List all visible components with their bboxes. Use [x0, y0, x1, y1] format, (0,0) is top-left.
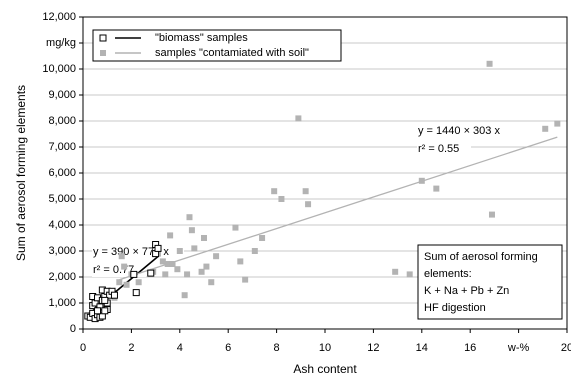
x-tick-label: 14 [416, 342, 428, 354]
x-tick-label: 12 [367, 342, 379, 354]
data-point [123, 281, 130, 288]
data-point [169, 261, 176, 267]
y-tick-label: 1,000 [48, 297, 76, 309]
data-point [167, 232, 174, 239]
data-point [201, 235, 207, 241]
data-point [251, 248, 258, 254]
y-axis-label: Sum of aerosol forming elements [14, 85, 28, 261]
x-tick-label: 2 [128, 342, 134, 354]
annotation: y = 390 × 774 x [93, 246, 169, 258]
y-tick-label: 0 [70, 323, 76, 335]
legend-marker [99, 34, 107, 42]
data-point [237, 258, 244, 265]
legend-label: "biomass" samples [155, 32, 248, 44]
y-tick-label: 3,000 [48, 245, 76, 257]
data-point [191, 245, 198, 252]
data-point [418, 177, 425, 184]
plot-frame [82, 16, 568, 330]
legend-marker [100, 50, 106, 56]
legend-box [92, 29, 342, 62]
x-tick-label: 16 [464, 342, 476, 354]
y-tick-label: 5,000 [48, 193, 76, 205]
annotation-bg [417, 142, 471, 156]
x-tick-label: 6 [225, 342, 231, 354]
data-point [118, 253, 125, 260]
data-point [542, 125, 549, 132]
y-tick-label: 10,000 [42, 63, 76, 75]
y-tick-label: 8,000 [48, 115, 76, 127]
y-tick-label: mg/kg [46, 37, 76, 49]
data-point [278, 196, 285, 202]
note-box [417, 244, 563, 320]
data-point [305, 201, 312, 208]
data-point [101, 307, 109, 315]
data-point [116, 279, 123, 286]
data-point [486, 60, 493, 67]
data-point [488, 211, 495, 218]
data-point [121, 263, 128, 270]
annotation: r² = 0.55 [418, 143, 459, 155]
y-tick-label: 7,000 [48, 141, 76, 153]
data-point [147, 269, 155, 277]
legend-label: samples "contamiated with soil" [155, 47, 309, 59]
data-point [213, 253, 220, 260]
data-point [110, 291, 118, 299]
data-point [295, 115, 302, 122]
data-point [232, 224, 239, 231]
data-point [259, 235, 266, 241]
y-tick-label: 9,000 [48, 89, 76, 101]
data-point [302, 188, 309, 195]
data-point [162, 271, 169, 278]
note-text: elements: [424, 268, 472, 280]
x-tick-label: 10 [319, 342, 331, 354]
annotation: y = 1440 × 303 x [418, 125, 500, 137]
data-point [176, 248, 183, 254]
data-point [154, 244, 162, 252]
y-tick-label: 4,000 [48, 219, 76, 231]
data-point [135, 279, 142, 286]
data-point [164, 261, 171, 267]
note-text: HF digestion [424, 302, 486, 314]
data-point [132, 289, 140, 297]
annotation-bg [417, 124, 509, 138]
data-point [242, 276, 249, 283]
trend-line [119, 136, 558, 281]
data-point [433, 185, 440, 192]
data-point [186, 214, 193, 221]
x-tick-label: w-% [507, 342, 530, 354]
data-point [174, 266, 181, 273]
x-axis-label: Ash content [293, 362, 357, 376]
data-point [554, 120, 561, 127]
x-tick-label: 20 [561, 342, 571, 354]
data-point [198, 268, 205, 275]
note-text: K + Na + Pb + Zn [424, 285, 509, 297]
data-point [101, 296, 109, 304]
x-tick-label: 0 [80, 342, 86, 354]
data-point [94, 307, 102, 315]
y-tick-label: 6,000 [48, 167, 76, 179]
x-tick-label: 4 [177, 342, 183, 354]
data-point [184, 271, 191, 278]
data-point [203, 263, 210, 270]
data-point [159, 258, 166, 265]
data-point [130, 270, 138, 278]
data-point [406, 271, 413, 278]
data-point [208, 279, 215, 286]
data-point [271, 188, 278, 195]
annotation: r² = 0.77 [93, 264, 134, 276]
data-point [392, 268, 399, 275]
y-tick-label: 12,000 [42, 11, 76, 23]
note-text: Sum of aerosol forming [424, 251, 538, 263]
data-point [181, 292, 188, 299]
data-point [188, 227, 195, 234]
x-tick-label: 8 [274, 342, 280, 354]
y-tick-label: 2,000 [48, 271, 76, 283]
